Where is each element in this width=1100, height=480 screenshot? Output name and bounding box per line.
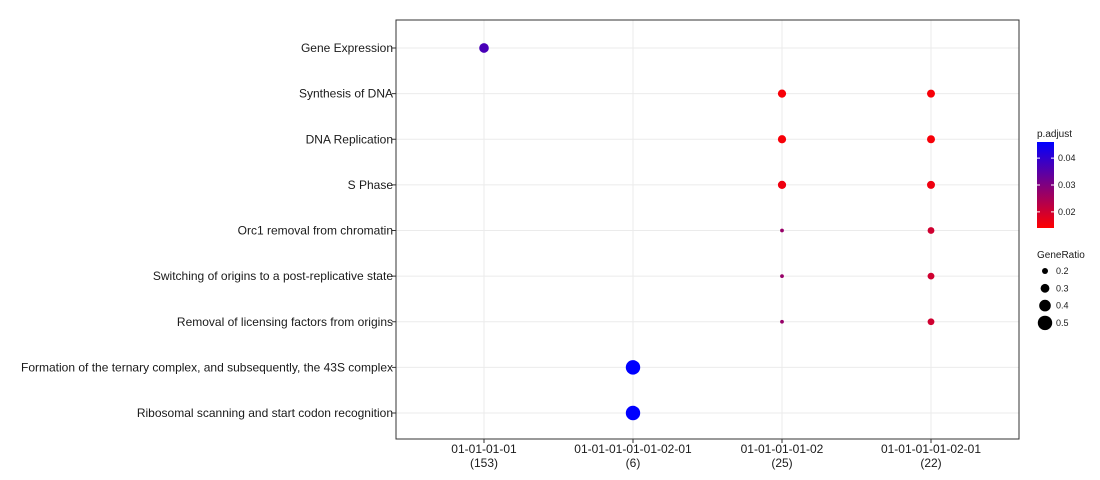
y-tick-label: Ribosomal scanning and start codon recog… — [137, 406, 393, 420]
data-point — [927, 272, 935, 280]
data-point — [927, 180, 935, 189]
data-point — [780, 319, 784, 324]
data-point — [777, 135, 787, 144]
data-point — [777, 180, 787, 189]
colorbar-tick-label: 0.03 — [1058, 180, 1076, 190]
y-tick-label: Orc1 removal from chromatin — [238, 224, 393, 238]
data-point — [927, 318, 935, 326]
data-points — [479, 43, 935, 421]
size-legend-dot — [1039, 299, 1051, 312]
size-legend-dot — [1042, 268, 1048, 274]
data-point — [479, 43, 489, 53]
size-legend-label: 0.5 — [1056, 318, 1069, 328]
x-axis: 01-01-01-01(153) 01-01-01-01-01-02-01(6) 0… — [451, 439, 981, 470]
gene-ratio-legend-title: GeneRatio — [1037, 250, 1085, 261]
x-tick-label: 01-01-01-01-01-02-01 — [574, 442, 692, 456]
data-point — [927, 135, 935, 144]
y-tick-label: Synthesis of DNA — [299, 87, 393, 101]
x-tick-label: 01-01-01-01-02-01 — [881, 442, 981, 456]
x-tick-count-label: (25) — [771, 456, 792, 470]
y-tick-label: Gene Expression — [301, 41, 393, 55]
data-point — [927, 227, 935, 234]
data-point — [625, 360, 641, 375]
p-adjust-legend: p.adjust 0.04 0.03 0.02 — [1037, 129, 1076, 228]
p-adjust-colorbar — [1037, 142, 1054, 228]
p-adjust-legend-title: p.adjust — [1037, 129, 1072, 140]
size-legend-dot — [1037, 315, 1053, 331]
x-tick-label: 01-01-01-01-02 — [741, 442, 824, 456]
y-tick-label: Removal of licensing factors from origin… — [177, 315, 393, 329]
colorbar-tick-label: 0.04 — [1058, 153, 1076, 163]
y-tick-label: Switching of origins to a post-replicati… — [153, 269, 393, 283]
p-adjust-legend-ticks: 0.04 0.03 0.02 — [1037, 153, 1076, 217]
data-point — [777, 89, 787, 98]
colorbar-tick-label: 0.02 — [1058, 207, 1076, 217]
x-tick-count-label: (6) — [626, 456, 641, 470]
gene-ratio-legend-items: 0.2 0.3 0.4 0.5 — [1037, 266, 1069, 331]
size-legend-label: 0.4 — [1056, 301, 1069, 311]
size-legend-dot — [1040, 283, 1050, 293]
plot-panel-border — [395, 19, 1020, 440]
data-point — [780, 274, 784, 279]
x-tick-count-label: (153) — [470, 456, 498, 470]
y-tick-label: DNA Replication — [306, 132, 393, 146]
data-point — [625, 405, 641, 421]
data-point — [780, 228, 784, 233]
data-point — [927, 89, 935, 98]
y-tick-label: S Phase — [348, 178, 394, 192]
x-tick-label: 01-01-01-01 — [451, 442, 517, 456]
y-tick-label: Formation of the ternary complex, and su… — [21, 360, 393, 374]
x-tick-count-label: (22) — [920, 456, 941, 470]
size-legend-label: 0.3 — [1056, 283, 1069, 293]
size-legend-label: 0.2 — [1056, 266, 1069, 276]
y-axis: Gene Expression Synthesis of DNA DNA Repli… — [21, 41, 396, 420]
gene-ratio-legend: GeneRatio 0.2 0.3 0.4 0.5 — [1037, 250, 1085, 331]
